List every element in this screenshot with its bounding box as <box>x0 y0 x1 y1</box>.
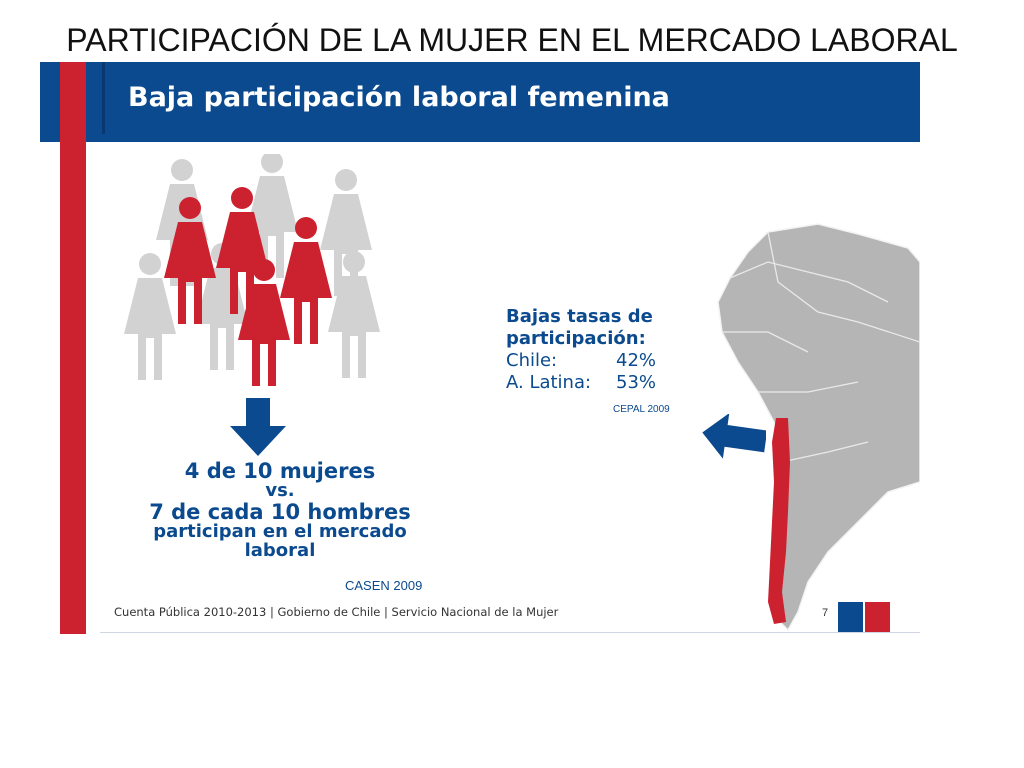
south-america-map-icon <box>717 223 920 632</box>
summary-source: CASEN 2009 <box>345 578 423 593</box>
page-number: 7 <box>822 607 829 619</box>
summary-line-3: 7 de cada 10 hombres <box>149 499 411 524</box>
rates-heading-1: Bajas tasas de <box>506 306 653 327</box>
left-arrow-icon <box>702 414 766 459</box>
red-stripe <box>60 62 86 634</box>
rates-heading-2: participación: <box>506 328 646 349</box>
rates-source: CEPAL 2009 <box>613 404 670 415</box>
banner-accent <box>86 62 105 134</box>
rate-row-latam: A. Latina: 53% <box>506 372 656 394</box>
infographic-panel: Baja participación laboral femenina <box>40 62 920 634</box>
summary-line-4: participan en el mercado <box>153 520 407 542</box>
rate-row-chile: Chile: 42% <box>506 350 656 372</box>
header-banner: Baja participación laboral femenina <box>40 62 920 142</box>
slide-title: PARTICIPACIÓN DE LA MUJER EN EL MERCADO … <box>66 22 958 58</box>
women-figures-icon <box>124 154 380 386</box>
summary-line-1: 4 de 10 mujeres <box>184 459 376 483</box>
down-arrow-icon <box>230 398 286 456</box>
footer-credits: Cuenta Pública 2010-2013 | Gobierno de C… <box>114 605 559 619</box>
banner-title: Baja participación laboral femenina <box>128 82 670 113</box>
rate-value: 53% <box>616 372 657 393</box>
rate-label: A. Latina: <box>506 372 592 393</box>
rate-value: 42% <box>616 350 657 371</box>
highlighted-women <box>164 187 332 386</box>
participation-summary: 4 de 10 mujeres vs. 7 de cada 10 hombres… <box>120 460 440 561</box>
summary-line-5: laboral <box>244 539 316 561</box>
chile-highlight <box>768 418 790 624</box>
rate-label: Chile: <box>506 350 558 371</box>
chile-flag-icon <box>838 602 890 632</box>
footer-divider <box>100 632 920 633</box>
summary-line-2: vs. <box>265 480 295 502</box>
participation-rates: Bajas tasas de participación: Chile: 42%… <box>506 306 656 394</box>
